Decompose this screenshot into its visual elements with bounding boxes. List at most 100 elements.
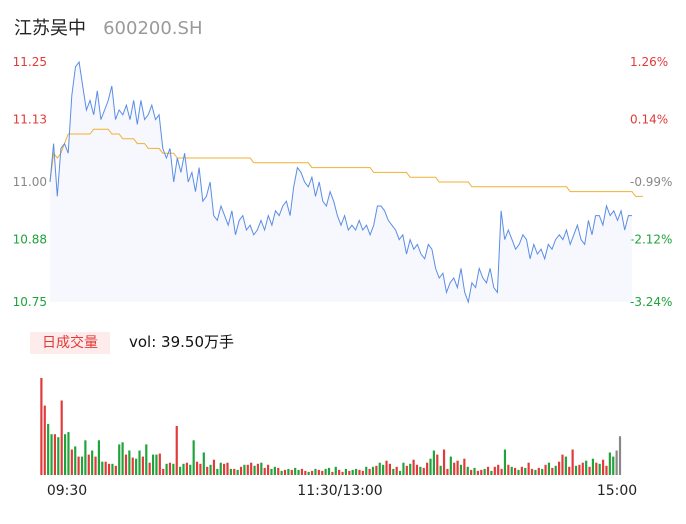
volume-bar — [172, 463, 175, 475]
volume-bar — [145, 444, 148, 475]
volume-bar — [470, 469, 473, 475]
volume-bar — [131, 457, 134, 475]
volume-bar — [388, 463, 391, 475]
volume-bar — [219, 462, 222, 475]
volume-bar — [87, 454, 90, 475]
volume-bar — [398, 470, 402, 475]
volume-bar — [74, 446, 77, 475]
volume-bar — [236, 469, 239, 475]
volume-bar — [53, 434, 57, 475]
volume-bar — [300, 468, 304, 475]
volume-bar — [341, 471, 344, 475]
price-area-fill — [50, 62, 632, 302]
y-tick-pct-label: -3.24% — [630, 295, 672, 309]
volume-bar — [375, 465, 378, 475]
volume-bar — [544, 464, 547, 475]
volume-bar — [226, 462, 229, 475]
volume-bar — [486, 466, 490, 475]
volume-bar — [267, 464, 270, 475]
volume-bar — [179, 466, 182, 475]
volume-bar — [507, 464, 510, 475]
volume-bar — [158, 453, 161, 475]
volume-bar — [233, 468, 236, 475]
volume-bar — [141, 456, 144, 475]
volume-bar — [118, 444, 121, 475]
volume-bar — [361, 470, 364, 475]
volume-bar — [385, 460, 388, 475]
volume-bar — [307, 471, 310, 475]
volume-bar — [605, 465, 608, 475]
volume-bar — [250, 462, 253, 475]
volume-bar — [395, 466, 398, 475]
y-tick-label: 11.25 — [13, 55, 47, 69]
volume-bar — [331, 471, 334, 475]
volume-bar — [334, 466, 337, 475]
volume-bar — [517, 469, 520, 475]
y-tick-pct-label: -0.99% — [630, 175, 672, 189]
volume-bar — [124, 454, 128, 475]
volume-bar — [561, 454, 564, 475]
x-tick-label: 09:30 — [47, 483, 87, 499]
volume-bar — [439, 465, 442, 475]
volume-bar — [480, 469, 483, 475]
stock-name: 江苏吴中 — [14, 18, 86, 39]
volume-bar — [503, 449, 507, 475]
volume-bar — [348, 470, 351, 475]
volume-bar — [585, 460, 588, 475]
volume-bar — [612, 456, 615, 475]
volume-bar — [273, 466, 276, 475]
volume-bar — [168, 462, 172, 475]
volume-bar — [358, 469, 361, 475]
volume-bar — [412, 459, 415, 475]
volume-bar — [530, 468, 534, 475]
volume-bar — [365, 466, 368, 475]
volume-bar — [280, 470, 283, 475]
volume-bar — [47, 423, 50, 475]
volume-bar — [591, 458, 595, 475]
volume-bar — [581, 462, 584, 475]
volume-bar — [595, 462, 598, 475]
volume-bar — [148, 462, 151, 475]
stock-code: 600200.SH — [103, 18, 203, 39]
volume-bar — [615, 450, 618, 475]
volume-bar — [429, 458, 432, 475]
volume-bar — [473, 467, 476, 475]
volume-bar — [311, 470, 314, 475]
volume-bar — [239, 466, 243, 475]
volume-bar — [314, 468, 317, 475]
volume-bar — [500, 468, 503, 475]
volume-bar — [223, 463, 226, 475]
volume-bar — [283, 469, 287, 475]
volume-bar — [520, 466, 523, 475]
volume-bar — [185, 462, 188, 475]
volume-bar — [456, 460, 459, 475]
volume-bar — [253, 465, 256, 475]
volume-bar — [588, 466, 591, 475]
volume-bar — [290, 469, 293, 475]
volume-bar — [101, 461, 104, 475]
volume-bar — [510, 466, 513, 475]
volume-bar — [138, 450, 141, 475]
volume-bar — [263, 467, 266, 475]
volume-bar — [344, 468, 348, 475]
volume-bar — [551, 467, 554, 475]
volume-bar — [453, 462, 456, 475]
y-tick-pct-label: -2.12% — [630, 233, 672, 247]
volume-bar — [463, 458, 466, 475]
volume-bar — [229, 468, 232, 475]
volume-bar — [618, 436, 622, 475]
volume-bar — [378, 462, 381, 475]
volume-bar — [354, 468, 358, 475]
volume-bar — [442, 449, 446, 475]
volume-bar — [50, 434, 53, 475]
volume-bar — [578, 464, 581, 475]
volume-bar — [446, 468, 449, 475]
volume-bar — [527, 462, 530, 475]
volume-bar — [368, 468, 371, 475]
volume-bar — [405, 465, 408, 475]
volume-bar — [155, 454, 158, 475]
avg-price-line — [49, 128, 643, 197]
volume-bar — [260, 462, 263, 475]
volume-bar — [199, 463, 202, 475]
